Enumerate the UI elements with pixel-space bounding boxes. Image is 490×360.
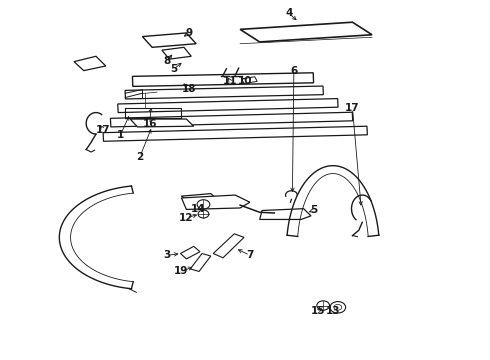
Polygon shape bbox=[162, 47, 191, 59]
Text: 2: 2 bbox=[136, 152, 144, 162]
Text: 8: 8 bbox=[163, 56, 171, 66]
Text: 14: 14 bbox=[191, 204, 206, 214]
Polygon shape bbox=[130, 119, 194, 127]
Text: 9: 9 bbox=[185, 28, 193, 38]
Polygon shape bbox=[132, 73, 314, 86]
Circle shape bbox=[334, 305, 342, 310]
Text: 17: 17 bbox=[96, 125, 111, 135]
Polygon shape bbox=[143, 33, 196, 47]
Text: 1: 1 bbox=[117, 130, 124, 140]
Polygon shape bbox=[180, 246, 200, 259]
Text: 19: 19 bbox=[174, 266, 189, 276]
Text: 16: 16 bbox=[143, 120, 157, 129]
Text: 5: 5 bbox=[171, 64, 178, 74]
Text: 7: 7 bbox=[246, 250, 253, 260]
Polygon shape bbox=[190, 253, 211, 271]
Polygon shape bbox=[213, 234, 244, 258]
Text: 18: 18 bbox=[182, 84, 196, 94]
Text: 17: 17 bbox=[345, 103, 360, 113]
Polygon shape bbox=[103, 126, 368, 141]
Polygon shape bbox=[118, 99, 338, 113]
Text: 12: 12 bbox=[179, 213, 194, 222]
Text: 13: 13 bbox=[326, 306, 340, 316]
Polygon shape bbox=[110, 112, 353, 127]
Polygon shape bbox=[260, 209, 311, 220]
Polygon shape bbox=[125, 86, 323, 99]
Text: 15: 15 bbox=[311, 306, 325, 316]
Polygon shape bbox=[181, 195, 250, 210]
Polygon shape bbox=[181, 194, 218, 202]
Text: 4: 4 bbox=[285, 8, 293, 18]
Text: 11: 11 bbox=[223, 76, 238, 86]
Text: 3: 3 bbox=[163, 250, 171, 260]
Text: 6: 6 bbox=[290, 66, 297, 76]
Text: 5: 5 bbox=[310, 206, 317, 216]
Polygon shape bbox=[240, 22, 372, 42]
Text: 10: 10 bbox=[238, 76, 252, 86]
Polygon shape bbox=[74, 56, 106, 71]
Polygon shape bbox=[242, 77, 257, 84]
